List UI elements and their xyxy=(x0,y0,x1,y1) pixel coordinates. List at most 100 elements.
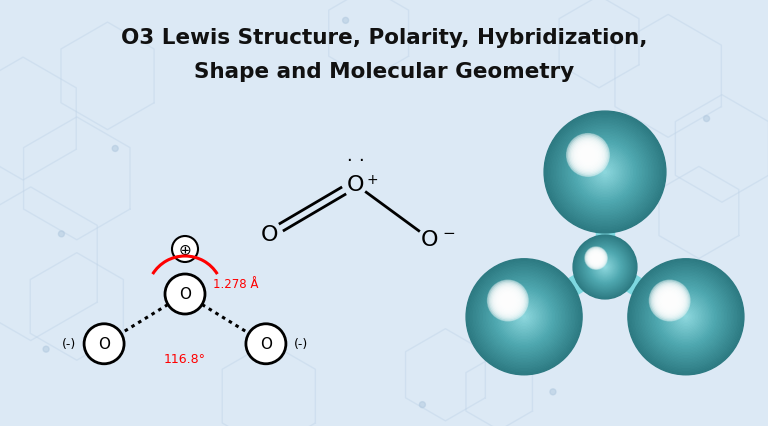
Circle shape xyxy=(489,282,559,352)
Circle shape xyxy=(650,281,722,353)
Circle shape xyxy=(567,135,643,210)
Circle shape xyxy=(581,148,629,197)
Circle shape xyxy=(601,168,610,177)
Circle shape xyxy=(594,256,598,261)
Circle shape xyxy=(507,299,541,334)
Text: O3 Lewis Structure, Polarity, Hybridization,: O3 Lewis Structure, Polarity, Hybridizat… xyxy=(121,28,647,48)
Text: O: O xyxy=(422,230,439,249)
Circle shape xyxy=(591,253,619,282)
Circle shape xyxy=(638,269,733,365)
Circle shape xyxy=(585,153,625,193)
Circle shape xyxy=(491,284,558,350)
Circle shape xyxy=(501,294,515,308)
Circle shape xyxy=(652,283,687,318)
Circle shape xyxy=(671,302,700,331)
Text: ⊕: ⊕ xyxy=(179,242,191,257)
Circle shape xyxy=(508,301,540,333)
Circle shape xyxy=(634,265,738,369)
Circle shape xyxy=(603,265,607,270)
Circle shape xyxy=(587,249,606,268)
Circle shape xyxy=(588,251,604,266)
Circle shape xyxy=(663,294,709,340)
Circle shape xyxy=(582,150,627,196)
Circle shape xyxy=(492,285,524,317)
Circle shape xyxy=(112,146,118,152)
Circle shape xyxy=(579,147,631,199)
Circle shape xyxy=(494,287,554,348)
Circle shape xyxy=(657,289,682,313)
Circle shape xyxy=(504,297,512,305)
Circle shape xyxy=(679,310,694,324)
Circle shape xyxy=(673,304,699,330)
Text: 116.8°: 116.8° xyxy=(164,352,206,365)
Circle shape xyxy=(582,244,628,291)
Circle shape xyxy=(517,310,531,324)
Circle shape xyxy=(500,293,516,309)
Circle shape xyxy=(589,252,603,265)
Circle shape xyxy=(594,257,598,260)
Circle shape xyxy=(629,261,743,374)
Circle shape xyxy=(550,118,660,227)
Circle shape xyxy=(493,286,523,316)
Circle shape xyxy=(667,298,705,336)
Circle shape xyxy=(556,124,654,221)
Circle shape xyxy=(599,262,611,273)
Circle shape xyxy=(594,256,616,279)
Circle shape xyxy=(602,170,608,176)
Circle shape xyxy=(58,231,65,237)
Circle shape xyxy=(586,248,624,286)
Circle shape xyxy=(654,285,718,349)
Circle shape xyxy=(597,259,613,275)
Circle shape xyxy=(593,161,617,185)
Circle shape xyxy=(664,295,707,339)
Circle shape xyxy=(604,267,606,268)
Circle shape xyxy=(651,282,720,352)
Circle shape xyxy=(488,281,561,353)
Circle shape xyxy=(553,121,657,224)
Circle shape xyxy=(648,279,723,355)
Circle shape xyxy=(512,305,536,328)
Circle shape xyxy=(246,324,286,364)
Circle shape xyxy=(588,156,622,189)
Text: −: − xyxy=(442,225,455,240)
Circle shape xyxy=(668,299,703,334)
Circle shape xyxy=(568,136,641,209)
Circle shape xyxy=(587,154,589,157)
Circle shape xyxy=(661,292,710,342)
Circle shape xyxy=(656,287,684,314)
Circle shape xyxy=(486,279,561,355)
Circle shape xyxy=(343,18,349,24)
Circle shape xyxy=(570,137,607,174)
Circle shape xyxy=(587,154,624,191)
Circle shape xyxy=(572,140,604,171)
Circle shape xyxy=(548,116,661,229)
Circle shape xyxy=(677,308,694,326)
Circle shape xyxy=(647,278,725,356)
Circle shape xyxy=(482,275,566,359)
Circle shape xyxy=(581,244,629,291)
Circle shape xyxy=(510,302,538,331)
Circle shape xyxy=(590,157,621,188)
Circle shape xyxy=(558,126,652,220)
Circle shape xyxy=(550,389,556,395)
Circle shape xyxy=(578,145,632,200)
Circle shape xyxy=(576,144,634,201)
Text: O: O xyxy=(261,225,279,245)
Circle shape xyxy=(587,250,605,268)
Circle shape xyxy=(498,291,518,310)
Circle shape xyxy=(502,296,513,306)
Circle shape xyxy=(670,301,702,333)
Circle shape xyxy=(501,294,548,340)
Circle shape xyxy=(659,290,680,312)
Circle shape xyxy=(586,248,607,269)
Circle shape xyxy=(570,138,640,207)
Circle shape xyxy=(664,296,675,306)
Circle shape xyxy=(582,150,594,161)
Circle shape xyxy=(545,113,664,232)
Text: ·: · xyxy=(358,152,364,170)
Circle shape xyxy=(601,263,609,271)
Circle shape xyxy=(567,134,609,177)
Circle shape xyxy=(520,313,528,321)
Circle shape xyxy=(583,245,627,290)
Circle shape xyxy=(594,257,615,278)
